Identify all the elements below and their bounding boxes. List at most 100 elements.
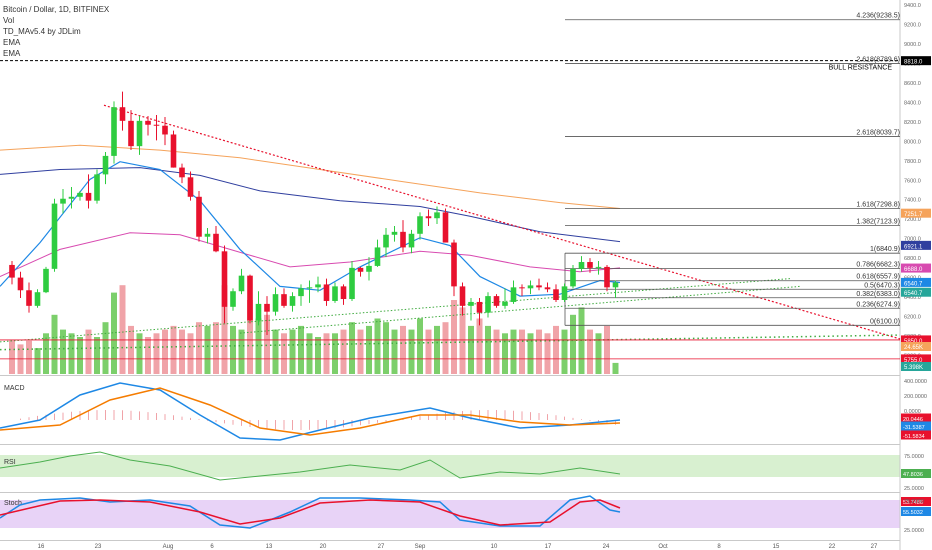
candle-body (459, 286, 466, 306)
volume-bar (553, 325, 559, 374)
macd-tag-label: -31.5387 (903, 425, 925, 431)
candle-body (77, 192, 83, 197)
candle-body (595, 266, 602, 268)
stoch-band (0, 500, 900, 528)
candle-body (408, 233, 415, 248)
price-tag-label: 8818.0 (904, 60, 923, 66)
x-tick-label: Oct (658, 544, 668, 550)
ema-pink-line (0, 232, 621, 278)
volume-bar (60, 329, 66, 374)
volume-bar (400, 325, 406, 374)
candle-body (179, 167, 185, 178)
volume-tag-label: 24.65K (904, 345, 923, 351)
indicator-td[interactable]: TD_MAv5.4 by JDLim (3, 27, 81, 36)
volume-bar (595, 333, 602, 374)
candle-body (187, 177, 194, 197)
candle-body (366, 265, 372, 272)
volume-bar (417, 318, 423, 374)
price-tag-label: 6540.7 (904, 281, 923, 287)
y-tick-label: 9400.0 (904, 3, 921, 9)
volume-bar (255, 318, 262, 374)
candle-body (34, 292, 41, 306)
candle-body (553, 289, 559, 300)
y-tick-label: 7600.0 (904, 178, 921, 184)
price-tag (901, 354, 931, 364)
candle-body (425, 216, 432, 219)
stoch-tag-label: 53.7486 (903, 500, 923, 506)
candle-body (68, 196, 75, 199)
volume-bar (485, 325, 491, 374)
candle-body (213, 233, 219, 252)
candle-body (485, 296, 491, 313)
volume-bar (391, 329, 398, 374)
volume-bar (77, 337, 83, 374)
macd-tag (901, 421, 931, 431)
y-tick-label: 9000.0 (904, 42, 921, 48)
x-tick-label: 17 (545, 544, 552, 550)
candle-body (383, 234, 389, 248)
candle-body (85, 192, 92, 201)
candle-body (9, 264, 15, 278)
candle-body (442, 212, 449, 243)
volume-bar (434, 325, 440, 374)
stoch-tag (901, 497, 931, 506)
candle-body (502, 301, 508, 306)
x-tick-label: 23 (95, 544, 102, 550)
volume-bar (187, 333, 194, 374)
candle-body (612, 282, 619, 288)
volume-bar (298, 325, 304, 374)
x-tick-label: 15 (773, 544, 780, 550)
indicator-vol[interactable]: Vol (3, 16, 15, 25)
volume-bar (459, 307, 466, 374)
volume-bar (425, 329, 432, 374)
candle-body (43, 268, 49, 293)
y-tick-label: 8000.0 (904, 139, 921, 145)
volume-bar (332, 333, 338, 374)
volume-bar (366, 325, 372, 374)
candle-body (26, 290, 32, 306)
price-tag (901, 277, 931, 287)
trendline-green-mid (239, 285, 801, 334)
volume-bar (374, 318, 381, 374)
macd-signal-line (0, 387, 621, 436)
candle-body (264, 303, 270, 312)
candle-body (221, 251, 228, 307)
volume-bar (43, 333, 49, 374)
macd-tick-label: 400.0000 (904, 379, 927, 385)
volume-bar (306, 333, 313, 374)
indicator-ema-2[interactable]: EMA (3, 49, 21, 58)
macd-tag (901, 413, 931, 423)
y-tick-label: 7000.0 (904, 237, 921, 243)
y-tick-label: 7400.0 (904, 198, 921, 204)
candle-body (570, 268, 576, 287)
price-tag-label: 6921.1 (904, 244, 923, 250)
indicator-ema-1[interactable]: EMA (3, 38, 21, 47)
volume-bar (442, 322, 449, 374)
stoch-label: Stoch (4, 500, 22, 507)
candle-body (519, 287, 525, 289)
volume-bar (153, 333, 160, 374)
x-tick-label: 24 (603, 544, 610, 550)
ema-orange-line (0, 144, 621, 209)
volume-bar (383, 322, 389, 374)
trendline-green-upper (0, 278, 791, 343)
volume-bar (468, 325, 474, 374)
volume-bar (204, 325, 211, 374)
x-tick-label: 10 (491, 544, 498, 550)
volume-bar (85, 329, 92, 374)
volume-bar (612, 362, 619, 374)
candle-body (578, 262, 585, 269)
pane-divider (0, 375, 900, 376)
candle-body (587, 262, 593, 268)
volume-bar (94, 337, 100, 374)
y-tick-label: 9200.0 (904, 22, 921, 28)
candle-body (357, 267, 364, 272)
x-tick-label: Aug (163, 544, 174, 550)
y-tick-label: 8200.0 (904, 120, 921, 126)
volume-bar (272, 329, 279, 374)
candle-body (544, 287, 551, 290)
candle-body (204, 233, 211, 237)
volume-bar (561, 329, 568, 374)
volume-bar (315, 337, 321, 374)
